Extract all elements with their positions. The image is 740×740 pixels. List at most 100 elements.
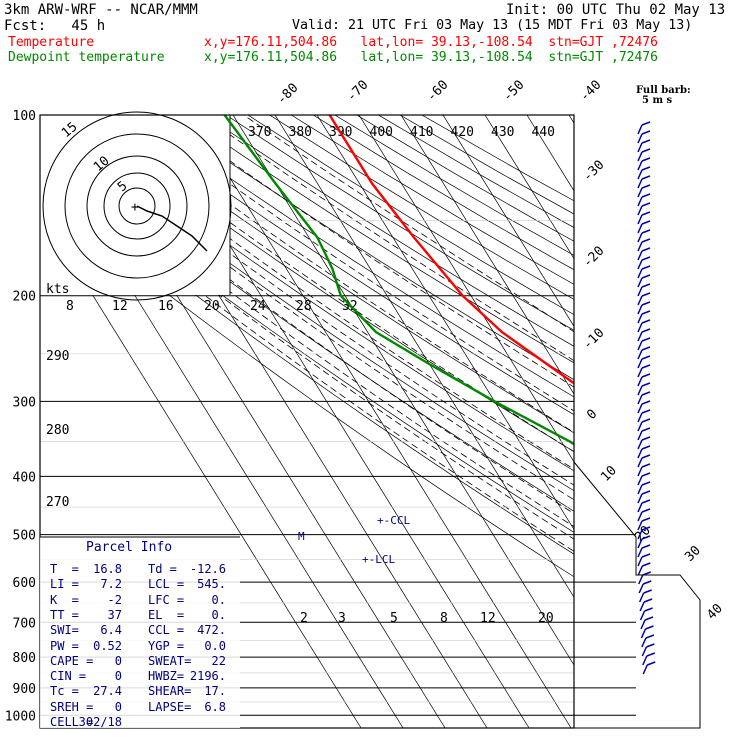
pressure-tick-label: 900 xyxy=(13,682,36,697)
isotherm-label: -50 xyxy=(500,78,527,105)
parcel-info-cell: 16.8 xyxy=(93,562,122,576)
sounding-series xyxy=(223,115,574,446)
model-title: 3km ARW-WRF -- NCAR/MMM xyxy=(4,2,198,18)
pressure-tick-label: 400 xyxy=(13,470,36,485)
speed-axis-label: 20 xyxy=(204,299,220,314)
wind-barb-staff xyxy=(637,475,643,486)
wind-barb-staff xyxy=(637,385,643,396)
isotherm-label: 40 xyxy=(704,601,726,623)
wind-barb-staff xyxy=(639,601,645,612)
wind-barb-flag xyxy=(641,283,651,288)
isotherm-label: -80 xyxy=(274,81,301,108)
wind-barb-flag xyxy=(641,229,651,234)
wind-barb-flag xyxy=(641,211,651,216)
mixing-ratio-label: 2 xyxy=(300,611,308,626)
pressure-tick-label: 800 xyxy=(13,651,36,666)
isotherm-line xyxy=(274,115,574,598)
wind-barbs xyxy=(637,121,656,675)
wind-barb-staff xyxy=(637,169,643,180)
wind-barb-flag xyxy=(641,355,651,360)
theta-label: 270 xyxy=(46,495,69,510)
wind-barb-staff xyxy=(640,628,647,639)
dry-adiabat-line xyxy=(40,193,574,578)
parcel-info-cell: 0. xyxy=(211,592,226,607)
wind-barb-flag xyxy=(645,625,654,630)
wind-barb-flag xyxy=(646,652,656,657)
parcel-info-title: Parcel Info xyxy=(86,540,173,555)
parcel-info-cell: -2 xyxy=(107,592,122,607)
moist-adiabat-lines xyxy=(40,115,574,552)
parcel-info-cell: 302/18 xyxy=(78,715,122,729)
wind-barb-staff xyxy=(637,160,643,171)
hodograph-ring xyxy=(103,172,171,240)
dry-adiabat-line xyxy=(269,115,574,300)
temperature-line xyxy=(328,115,574,385)
wind-barb-flag xyxy=(641,319,651,324)
wind-barb-flag xyxy=(644,616,654,621)
parcel-info-cell: CCL = xyxy=(148,623,185,638)
isotherm-line xyxy=(316,115,574,531)
wind-barb-flag xyxy=(644,607,653,612)
dry-adiabat-line xyxy=(182,115,574,364)
theta-e-label: 400 xyxy=(370,125,393,140)
theta-label: 280 xyxy=(46,423,69,438)
isotherm-label: 30 xyxy=(682,543,704,565)
wind-barb-staff xyxy=(637,331,643,342)
parcel-info-cell: 0 xyxy=(114,653,122,668)
theta-e-label: 370 xyxy=(248,125,271,140)
ccl-marker: +-CCL xyxy=(377,514,410,527)
wind-barb-staff xyxy=(637,322,643,333)
speed-axis-label: 12 xyxy=(112,299,128,314)
mixing-ratio-label: 5 xyxy=(390,611,398,626)
wind-barb-staff xyxy=(637,421,643,432)
pressure-tick-label: 500 xyxy=(13,529,36,544)
isotherm-label: -70 xyxy=(344,78,371,105)
pressure-tick-label: 600 xyxy=(13,576,36,591)
wind-barb-flag xyxy=(641,517,651,522)
wind-barb-flag xyxy=(641,166,651,171)
wind-barb-staff xyxy=(637,502,643,513)
dry-adiabat-line xyxy=(399,115,574,215)
parcel-info-background xyxy=(40,537,240,728)
pressure-tick-label: 300 xyxy=(13,395,36,410)
parcel-info-cell: TT = xyxy=(50,607,79,622)
wind-barb-staff xyxy=(637,520,643,531)
wind-barb-staff xyxy=(637,142,643,153)
parcel-info-cell: CIN = xyxy=(50,669,87,684)
wind-barb-flag xyxy=(641,463,651,468)
full-barb-label: Full barb: xyxy=(636,85,691,96)
parcel-info-cell: PW = xyxy=(50,638,79,653)
wind-barb-staff xyxy=(637,286,643,297)
dry-adiabat-line xyxy=(356,115,574,242)
wind-barb-staff xyxy=(637,250,643,261)
wind-barb-flag xyxy=(641,292,651,297)
barb-unit-label: 5 m s xyxy=(642,95,673,106)
parcel-info-cell: 472. xyxy=(197,623,226,638)
wind-barb-flag xyxy=(641,247,651,252)
wind-barb-flag xyxy=(641,193,651,198)
hodograph-trace xyxy=(136,205,208,252)
wind-barb-flag xyxy=(641,274,651,279)
dewpoint-legend-label: Dewpoint temperature xyxy=(8,50,165,65)
dry-adiabat-line xyxy=(291,115,574,285)
dry-adiabat-line xyxy=(40,175,574,555)
wind-barb-flag xyxy=(641,481,651,486)
isotherm-line xyxy=(190,115,572,728)
speed-axis-label: 28 xyxy=(296,299,312,314)
theta-e-label: 410 xyxy=(410,125,433,140)
isotherm-label: 10 xyxy=(598,463,620,485)
isotherm-line xyxy=(442,115,574,327)
dry-adiabat-line xyxy=(421,115,574,202)
theta-e-label: 420 xyxy=(451,125,474,140)
hodograph-ring xyxy=(42,111,232,301)
wind-barb-flag xyxy=(641,238,651,243)
wind-barb-staff xyxy=(639,610,646,621)
wind-barb-flag xyxy=(641,148,651,153)
wind-barb-staff xyxy=(637,484,643,495)
wind-barb-flag xyxy=(641,454,651,459)
pressure-tick-label: 200 xyxy=(13,290,36,305)
moist-adiabat-line xyxy=(66,115,574,470)
moist-adiabat-line xyxy=(40,165,574,552)
wind-barb-flag xyxy=(645,634,655,639)
